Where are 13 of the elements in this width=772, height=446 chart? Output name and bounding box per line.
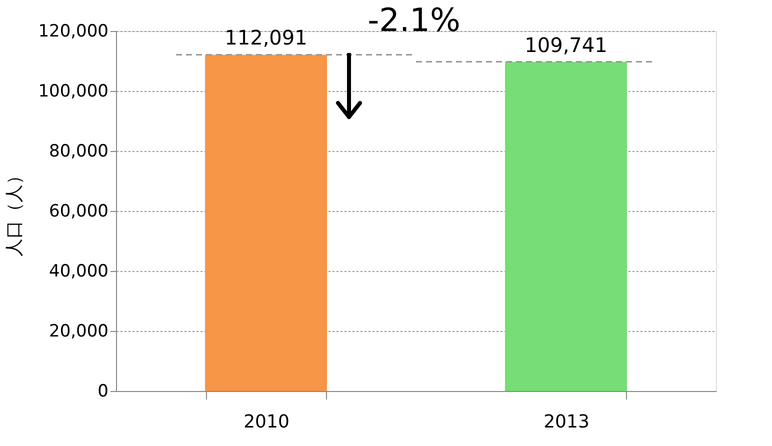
data-label: 109,741 — [524, 32, 608, 57]
y-tick-label: 40,000 — [49, 262, 108, 282]
y-tick-label: 100,000 — [38, 82, 108, 102]
x-tick-label: 2013 — [544, 412, 590, 432]
data-label: 112,091 — [224, 26, 308, 50]
y-tick-label: 80,000 — [49, 142, 108, 162]
x-tick-label: 2010 — [244, 412, 290, 432]
annotation: -2.1% — [368, 1, 460, 39]
y-tick-label: 0 — [98, 382, 108, 402]
y-tick-label: 120,000 — [38, 22, 108, 42]
y-tick-label: 20,000 — [49, 322, 108, 342]
y-tick-label: 60,000 — [49, 202, 108, 222]
y-axis-title: 人口（人） — [4, 166, 26, 256]
